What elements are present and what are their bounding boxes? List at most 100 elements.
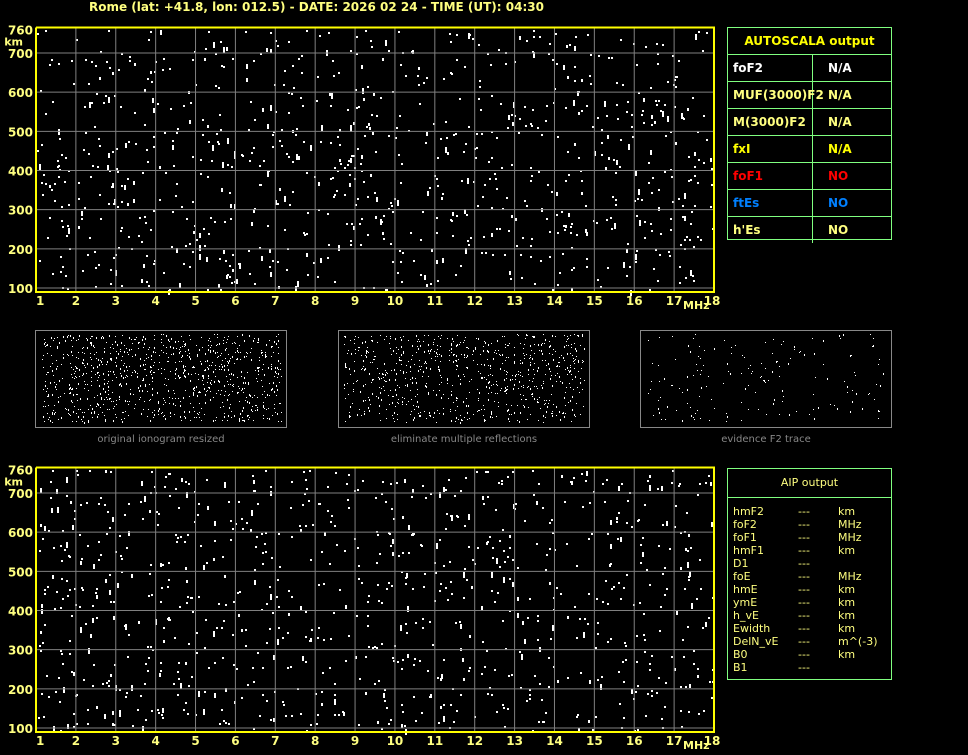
thumb-dot (790, 358, 791, 359)
echo-dot (508, 230, 510, 232)
thumb-dot (772, 353, 773, 354)
echo-dot (708, 475, 710, 477)
thumb-dot (443, 408, 444, 409)
echo-dot (423, 586, 425, 588)
thumb-dot (120, 351, 121, 352)
echo-dot (495, 178, 497, 180)
thumb-dot (514, 354, 515, 356)
thumb-dot (54, 405, 55, 406)
echo-dot (563, 65, 565, 70)
echo-dot (688, 576, 690, 578)
echo-dot (95, 65, 97, 67)
x-tick-label: 4 (151, 734, 159, 748)
thumb-dot (441, 355, 442, 356)
thumb-dot (546, 400, 547, 401)
thumb-dot (872, 346, 873, 347)
thumb-dot (150, 420, 151, 422)
thumb-dot (504, 391, 505, 392)
echo-dot (662, 573, 664, 575)
thumb-dot (140, 385, 141, 387)
echo-dot (144, 216, 146, 218)
echo-dot (333, 196, 335, 198)
thumb-dot (484, 377, 485, 378)
thumb-dot (551, 375, 552, 376)
thumb-dot (110, 358, 111, 360)
echo-dot (40, 488, 42, 493)
echo-dot (192, 251, 194, 253)
thumb-dot (407, 385, 408, 387)
echo-dot (334, 694, 336, 696)
thumb-dot (78, 383, 79, 385)
echo-dot (141, 481, 143, 486)
echo-dot (284, 70, 286, 72)
thumb-dot (396, 394, 397, 396)
echo-dot (549, 522, 551, 524)
echo-dot (691, 211, 693, 213)
echo-dot (140, 695, 142, 697)
thumb-dot (573, 389, 574, 390)
echo-dot (146, 149, 148, 151)
echo-dot (453, 134, 455, 136)
thumb-dot (231, 417, 232, 418)
echo-dot (657, 53, 659, 55)
echo-dot (73, 83, 75, 85)
thumb-dot (491, 343, 492, 344)
echo-dot (390, 483, 392, 485)
echo-dot (40, 650, 42, 652)
echo-dot (586, 266, 588, 268)
thumb-dot (417, 389, 418, 390)
echo-dot (245, 645, 247, 647)
thumb-dot (391, 370, 392, 371)
thumb-dot (424, 335, 425, 336)
thumb-dot (464, 340, 465, 341)
thumb-dot (225, 349, 226, 350)
echo-dot (306, 30, 308, 32)
echo-dot (334, 167, 336, 169)
aip-param: hmE (733, 583, 758, 596)
thumb-dot (760, 377, 761, 378)
thumb-dot (242, 420, 243, 421)
thumb-dot (534, 398, 535, 400)
thumb-dot (344, 388, 345, 389)
echo-dot (245, 31, 247, 33)
echo-dot (597, 279, 599, 281)
echo-dot (318, 627, 320, 629)
thumb-dot (114, 406, 115, 407)
thumb-dot (221, 390, 222, 391)
echo-dot (602, 483, 604, 485)
thumb-dot (568, 345, 569, 346)
echo-dot (108, 203, 110, 205)
echo-dot (711, 522, 713, 527)
echo-dot (160, 30, 162, 35)
echo-dot (302, 656, 304, 661)
echo-dot (177, 537, 179, 539)
echo-dot (451, 515, 453, 521)
echo-dot (648, 162, 650, 164)
thumb-dot (247, 401, 248, 403)
echo-dot (257, 652, 259, 654)
thumb-dot (87, 384, 88, 385)
echo-dot (464, 66, 466, 68)
echo-dot (507, 476, 509, 478)
echo-dot (549, 256, 551, 258)
echo-dot (105, 470, 107, 473)
echo-dot (206, 257, 208, 262)
thumb-dot (552, 411, 553, 412)
echo-dot (330, 638, 332, 640)
thumb-dot (147, 416, 148, 417)
echo-dot (415, 622, 417, 624)
echo-dot (504, 726, 506, 728)
thumb-dot (437, 349, 438, 350)
echo-dot (336, 544, 338, 546)
echo-dot (685, 686, 687, 688)
thumb-dot (543, 383, 544, 384)
thumb-dot (175, 362, 176, 363)
thumb-dot (401, 360, 402, 361)
echo-dot (491, 572, 493, 578)
echo-dot (491, 207, 493, 209)
echo-dot (479, 80, 481, 82)
y-tick-label: 700 (8, 487, 33, 501)
echo-dot (607, 135, 609, 137)
echo-dot (96, 595, 98, 599)
echo-dot (300, 97, 302, 99)
